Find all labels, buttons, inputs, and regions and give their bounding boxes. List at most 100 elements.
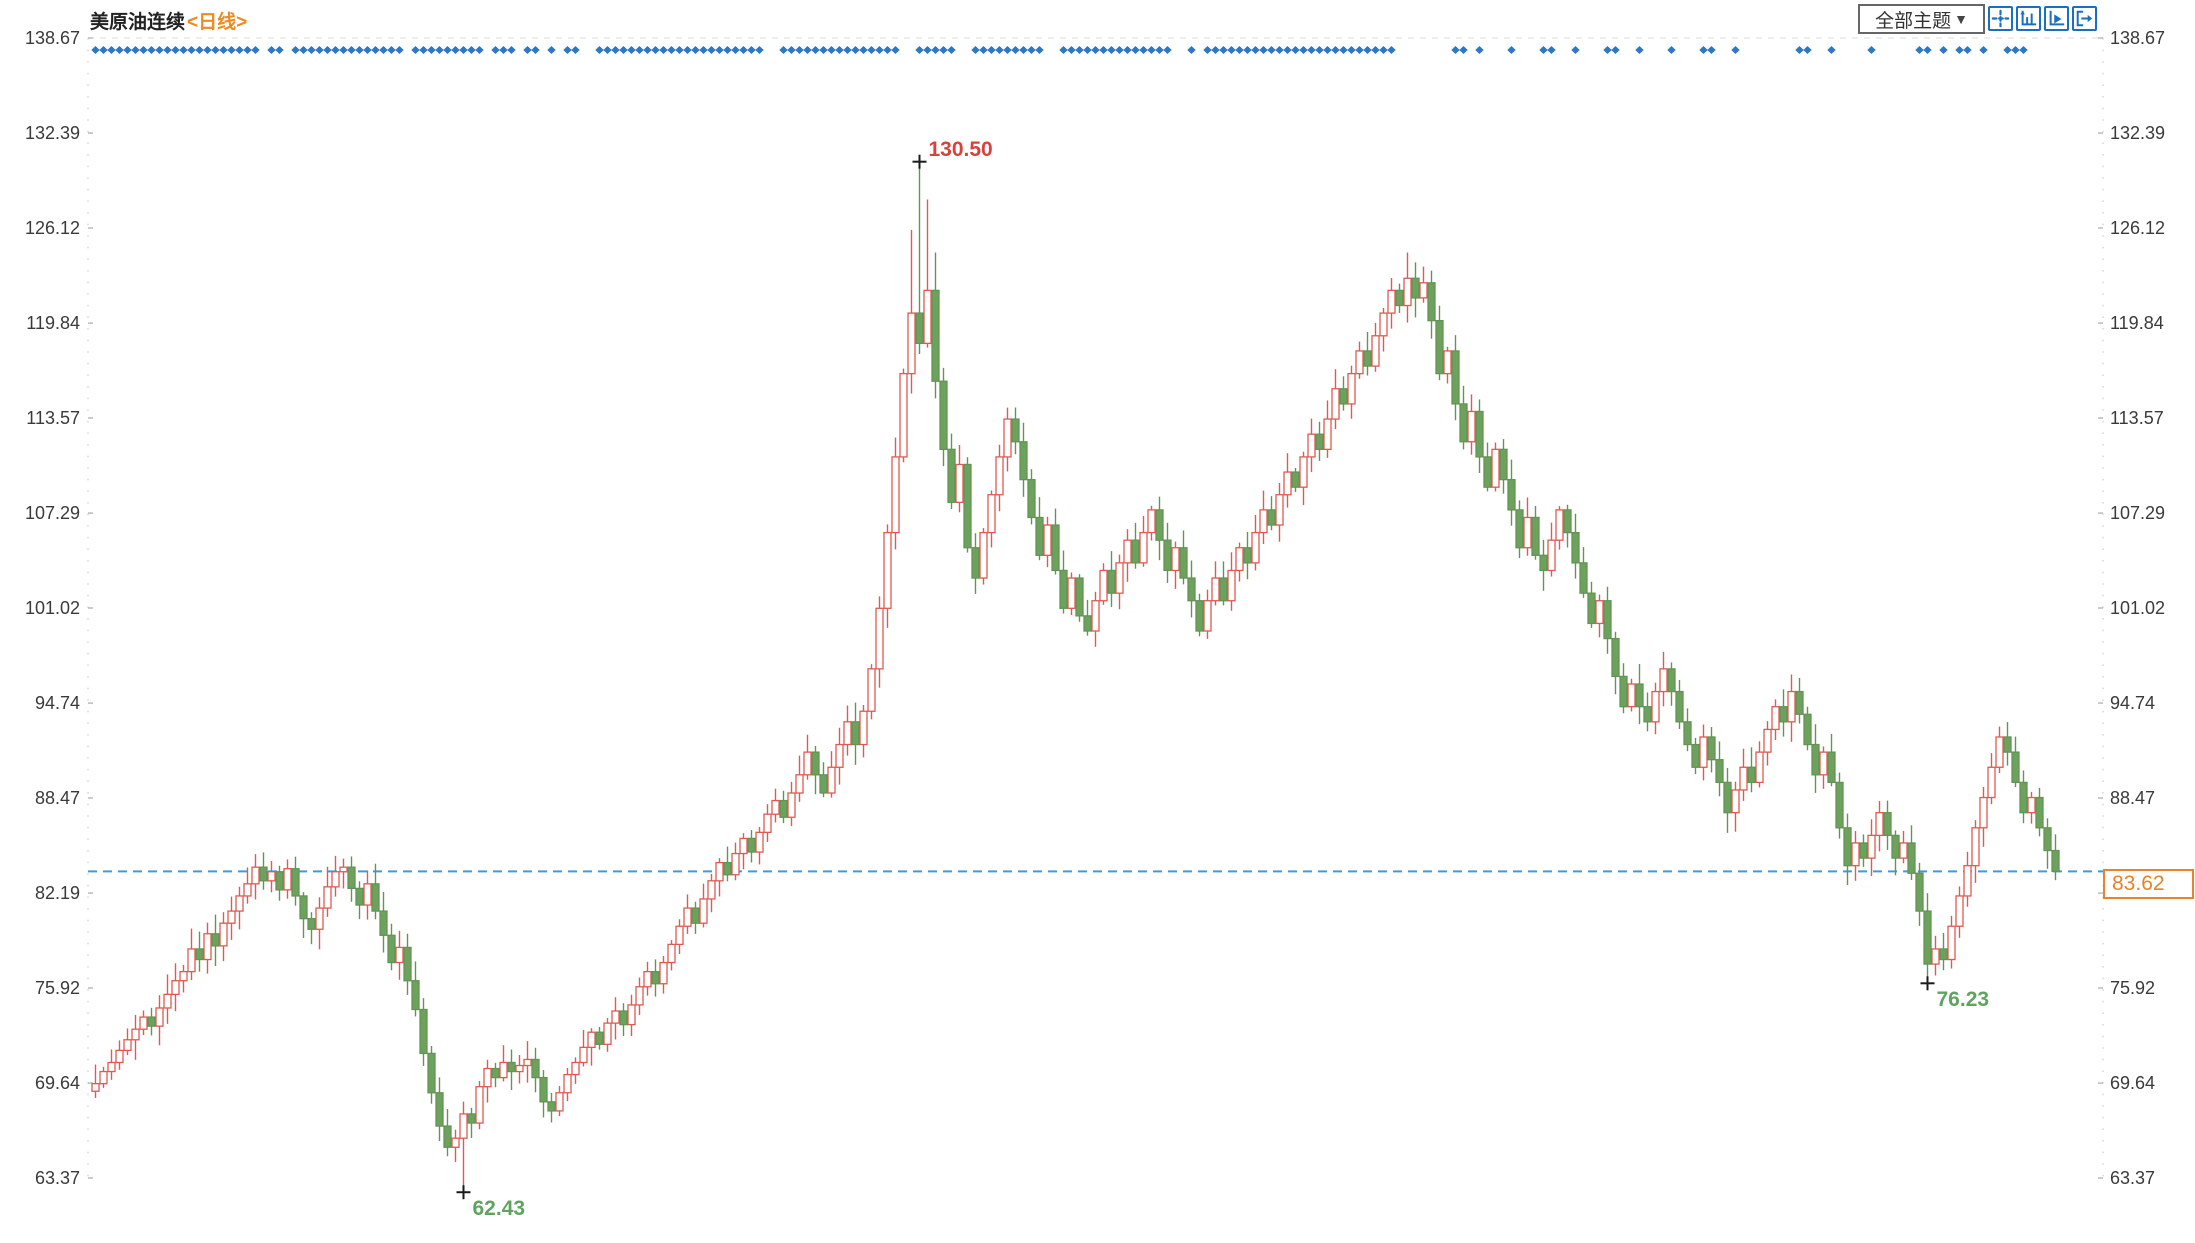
y-axis-label: 107.29 bbox=[2110, 503, 2166, 524]
event-dot-icon bbox=[659, 46, 668, 54]
event-dot-icon bbox=[1939, 46, 1948, 54]
event-dot-icon bbox=[667, 46, 676, 54]
event-dot-icon bbox=[507, 46, 516, 54]
low-price-annotation: 76.23 bbox=[1936, 988, 1990, 1012]
event-dot-icon bbox=[219, 46, 228, 54]
event-dot-icon bbox=[427, 46, 436, 54]
event-dot-icon bbox=[163, 46, 172, 54]
event-dot-icon bbox=[395, 46, 404, 54]
theme-dropdown-button[interactable]: 全部主题 ▼ bbox=[1858, 4, 1985, 34]
event-dot-icon bbox=[387, 46, 396, 54]
event-dot-icon bbox=[195, 46, 204, 54]
event-dot-icon bbox=[323, 46, 332, 54]
play-axis-chart-icon[interactable] bbox=[2044, 6, 2069, 31]
event-dot-icon bbox=[603, 46, 612, 54]
event-dot-icon bbox=[355, 46, 364, 54]
y-axis-label: 138.67 bbox=[2110, 28, 2166, 48]
event-dot-icon bbox=[243, 46, 252, 54]
y-axis-label: 69.64 bbox=[34, 1073, 80, 1094]
event-dot-icon bbox=[379, 46, 388, 54]
event-dot-icon bbox=[363, 46, 372, 54]
event-dot-icon bbox=[563, 46, 572, 54]
event-dot-icon bbox=[1699, 46, 1708, 54]
event-dot-icon bbox=[275, 46, 284, 54]
low-price-annotation: 62.43 bbox=[472, 1197, 526, 1221]
theme-dropdown-label: 全部主题 bbox=[1875, 10, 1952, 32]
pan-right-icon[interactable] bbox=[2072, 6, 2097, 31]
event-dot-icon bbox=[1323, 46, 1332, 54]
event-dot-icon bbox=[451, 46, 460, 54]
event-dot-icon bbox=[1339, 46, 1348, 54]
event-dot-icon bbox=[867, 46, 876, 54]
event-dot-icon bbox=[171, 46, 180, 54]
event-dot-icon bbox=[571, 46, 580, 54]
y-axis-label: 75.92 bbox=[2110, 977, 2156, 998]
event-dot-icon bbox=[691, 46, 700, 54]
event-dot-icon bbox=[827, 46, 836, 54]
event-dot-icon bbox=[1187, 46, 1196, 54]
event-dot-icon bbox=[651, 46, 660, 54]
event-dot-icon bbox=[1827, 46, 1836, 54]
event-dot-icon bbox=[1067, 46, 1076, 54]
y-axis-label: 126.12 bbox=[2110, 217, 2166, 238]
move-crosshair-icon[interactable] bbox=[1988, 6, 2013, 31]
event-dot-icon bbox=[1315, 46, 1324, 54]
event-dot-icon bbox=[931, 46, 940, 54]
event-dot-icon bbox=[699, 46, 708, 54]
event-dot-icon bbox=[971, 46, 980, 54]
y-axis-label: 88.47 bbox=[2110, 787, 2156, 808]
event-dot-icon bbox=[1299, 46, 1308, 54]
event-dot-icon bbox=[803, 46, 812, 54]
event-dot-icon bbox=[611, 46, 620, 54]
event-dot-icon bbox=[1667, 46, 1676, 54]
event-dot-icon bbox=[531, 46, 540, 54]
event-dot-icon bbox=[891, 46, 900, 54]
event-dot-icon bbox=[1107, 46, 1116, 54]
event-dot-icon bbox=[835, 46, 844, 54]
event-dot-icon bbox=[1211, 46, 1220, 54]
event-dot-icon bbox=[1251, 46, 1260, 54]
event-dot-icon bbox=[1259, 46, 1268, 54]
y-axis-label: 126.12 bbox=[24, 217, 80, 238]
event-dot-icon bbox=[1363, 46, 1372, 54]
event-dot-icon bbox=[139, 46, 148, 54]
chart-title-row: 美原油连续 <日线> bbox=[90, 7, 247, 34]
event-dot-icon bbox=[1379, 46, 1388, 54]
high-price-annotation: 130.50 bbox=[928, 137, 993, 161]
event-dot-icon bbox=[1923, 46, 1932, 54]
event-dot-icon bbox=[1139, 46, 1148, 54]
event-dot-icon bbox=[99, 46, 108, 54]
event-dot-icon bbox=[1227, 46, 1236, 54]
event-dot-icon bbox=[1235, 46, 1244, 54]
event-dot-icon bbox=[203, 46, 212, 54]
event-dot-icon bbox=[2019, 46, 2028, 54]
y-axis-label: 101.02 bbox=[2110, 597, 2166, 618]
event-dot-icon bbox=[643, 46, 652, 54]
event-dot-icon bbox=[131, 46, 140, 54]
event-dot-icon bbox=[731, 46, 740, 54]
event-dot-icon bbox=[995, 46, 1004, 54]
event-dot-icon bbox=[339, 46, 348, 54]
event-dot-icon bbox=[307, 46, 316, 54]
event-dot-icon bbox=[315, 46, 324, 54]
event-dot-icon bbox=[1131, 46, 1140, 54]
event-dot-icon bbox=[843, 46, 852, 54]
event-dot-icon bbox=[107, 46, 116, 54]
event-dot-icon bbox=[435, 46, 444, 54]
symbol-title: 美原油连续 bbox=[90, 12, 186, 33]
event-dot-icon bbox=[1507, 46, 1516, 54]
event-dot-icon bbox=[1571, 46, 1580, 54]
event-dot-icon bbox=[787, 46, 796, 54]
event-dot-icon bbox=[547, 46, 556, 54]
y-axis-label: 119.84 bbox=[2110, 313, 2164, 334]
event-dot-icon bbox=[1091, 46, 1100, 54]
event-dot-icon bbox=[1059, 46, 1068, 54]
event-dot-icon bbox=[747, 46, 756, 54]
fit-axis-chart-icon[interactable] bbox=[2016, 6, 2041, 31]
y-axis-label: 107.29 bbox=[24, 503, 80, 524]
last-price-tag: 83.62 bbox=[2103, 869, 2194, 900]
event-dot-icon bbox=[1099, 46, 1108, 54]
event-dot-icon bbox=[491, 46, 500, 54]
event-dot-icon bbox=[979, 46, 988, 54]
